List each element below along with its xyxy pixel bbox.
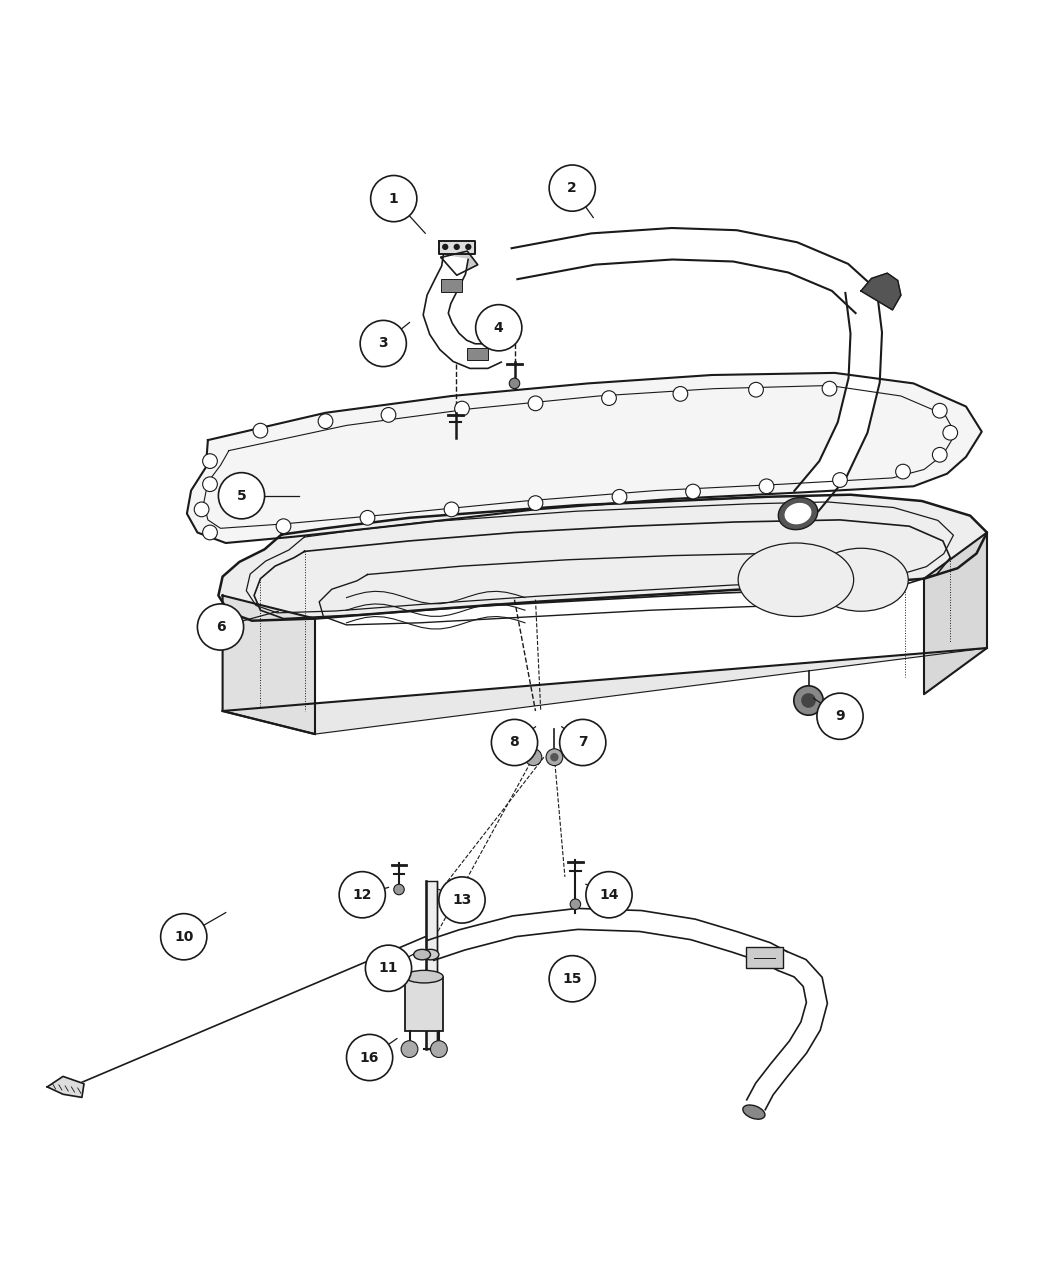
- Circle shape: [381, 408, 396, 422]
- Circle shape: [454, 244, 460, 250]
- Circle shape: [476, 305, 522, 351]
- Text: 5: 5: [236, 488, 247, 502]
- Bar: [405, 977, 443, 1031]
- Circle shape: [203, 525, 217, 539]
- Polygon shape: [423, 255, 501, 368]
- Ellipse shape: [414, 950, 430, 960]
- Polygon shape: [223, 648, 987, 734]
- Circle shape: [549, 956, 595, 1002]
- Circle shape: [360, 320, 406, 367]
- Circle shape: [549, 164, 595, 212]
- Circle shape: [794, 686, 823, 715]
- Circle shape: [318, 414, 333, 428]
- Circle shape: [612, 490, 627, 504]
- Circle shape: [439, 877, 485, 923]
- Circle shape: [161, 914, 207, 960]
- Circle shape: [401, 1040, 418, 1057]
- Polygon shape: [861, 273, 901, 310]
- Circle shape: [560, 719, 606, 765]
- Circle shape: [509, 379, 520, 389]
- Circle shape: [455, 402, 469, 416]
- Circle shape: [822, 381, 837, 397]
- Circle shape: [896, 464, 910, 479]
- Bar: [467, 348, 488, 361]
- Circle shape: [586, 872, 632, 918]
- Text: 9: 9: [835, 709, 845, 723]
- Polygon shape: [187, 372, 982, 543]
- Circle shape: [444, 502, 459, 516]
- Polygon shape: [924, 533, 987, 694]
- Circle shape: [339, 872, 385, 918]
- Circle shape: [749, 382, 763, 397]
- Polygon shape: [47, 1076, 84, 1098]
- Text: 7: 7: [578, 736, 588, 750]
- Circle shape: [276, 519, 291, 533]
- Circle shape: [673, 386, 688, 402]
- Circle shape: [346, 1034, 393, 1081]
- Circle shape: [491, 719, 538, 765]
- Ellipse shape: [422, 950, 439, 960]
- Circle shape: [759, 479, 774, 493]
- Ellipse shape: [778, 497, 818, 529]
- Circle shape: [546, 748, 563, 765]
- Circle shape: [817, 694, 863, 739]
- Text: 15: 15: [563, 972, 582, 986]
- Polygon shape: [223, 595, 315, 734]
- Circle shape: [394, 885, 404, 895]
- Circle shape: [253, 423, 268, 439]
- Circle shape: [203, 477, 217, 492]
- Circle shape: [465, 244, 471, 250]
- Circle shape: [365, 945, 412, 992]
- Text: 2: 2: [567, 181, 578, 195]
- Polygon shape: [441, 251, 478, 275]
- Circle shape: [550, 754, 559, 761]
- Text: 13: 13: [453, 892, 471, 907]
- Text: 10: 10: [174, 929, 193, 944]
- Circle shape: [528, 397, 543, 411]
- Polygon shape: [511, 228, 877, 314]
- Circle shape: [203, 454, 217, 468]
- Circle shape: [528, 496, 543, 510]
- Circle shape: [943, 426, 958, 440]
- Polygon shape: [427, 908, 788, 970]
- Circle shape: [833, 473, 847, 487]
- Polygon shape: [747, 951, 827, 1109]
- Circle shape: [194, 502, 209, 516]
- Circle shape: [932, 448, 947, 462]
- Circle shape: [570, 899, 581, 909]
- Circle shape: [360, 510, 375, 525]
- Ellipse shape: [784, 502, 812, 524]
- Bar: [441, 279, 462, 292]
- Polygon shape: [426, 881, 437, 1049]
- Polygon shape: [794, 289, 882, 511]
- Circle shape: [197, 604, 244, 650]
- Bar: [746, 947, 783, 968]
- Circle shape: [371, 176, 417, 222]
- Ellipse shape: [405, 970, 443, 983]
- Ellipse shape: [738, 543, 854, 617]
- Circle shape: [430, 1040, 447, 1057]
- Text: 4: 4: [494, 321, 504, 335]
- Circle shape: [218, 473, 265, 519]
- Text: 14: 14: [600, 887, 618, 901]
- Text: 1: 1: [388, 191, 399, 205]
- Polygon shape: [439, 241, 475, 254]
- Text: 6: 6: [215, 620, 226, 634]
- Circle shape: [932, 403, 947, 418]
- Ellipse shape: [814, 548, 908, 611]
- Circle shape: [602, 390, 616, 405]
- Circle shape: [525, 748, 542, 765]
- Circle shape: [686, 484, 700, 499]
- Text: 8: 8: [509, 736, 520, 750]
- Text: 3: 3: [378, 337, 388, 351]
- Circle shape: [801, 694, 816, 708]
- Ellipse shape: [742, 1105, 765, 1119]
- Circle shape: [442, 244, 448, 250]
- Text: 16: 16: [360, 1051, 379, 1065]
- Polygon shape: [218, 495, 987, 621]
- Text: 11: 11: [379, 961, 398, 975]
- Text: 12: 12: [353, 887, 372, 901]
